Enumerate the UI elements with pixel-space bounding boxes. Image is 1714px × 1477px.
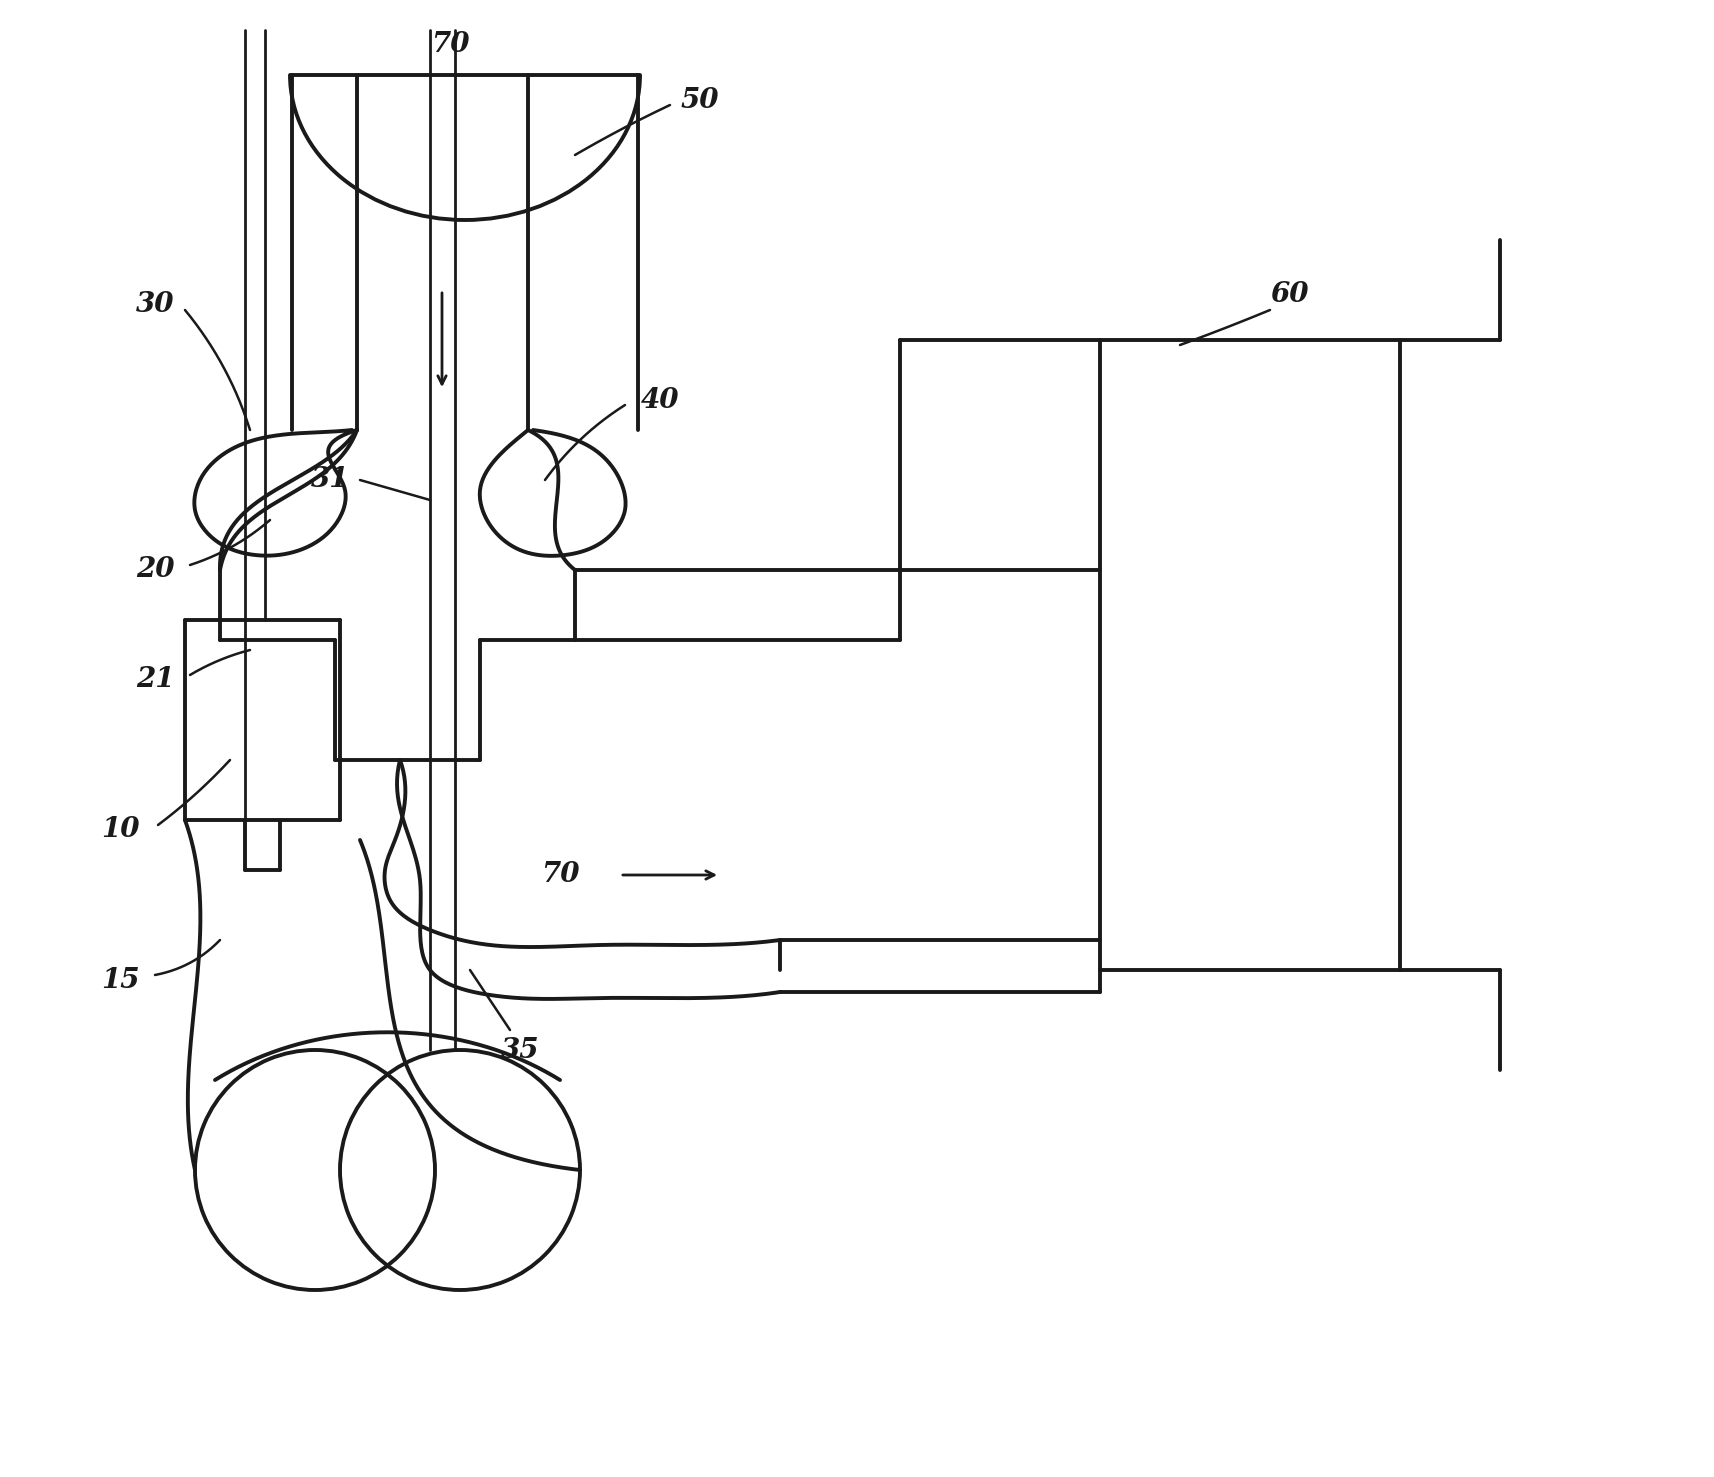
Text: 10: 10 xyxy=(101,817,139,843)
Text: 21: 21 xyxy=(135,666,175,694)
Text: 31: 31 xyxy=(310,467,350,493)
Text: 35: 35 xyxy=(500,1037,538,1063)
Text: 20: 20 xyxy=(135,557,175,583)
Text: 15: 15 xyxy=(101,966,139,994)
Text: 70: 70 xyxy=(430,31,470,59)
Text: 40: 40 xyxy=(641,387,679,414)
Text: 70: 70 xyxy=(540,861,579,889)
Text: 50: 50 xyxy=(680,87,718,114)
Text: 30: 30 xyxy=(135,291,175,319)
Text: 60: 60 xyxy=(1270,282,1308,309)
